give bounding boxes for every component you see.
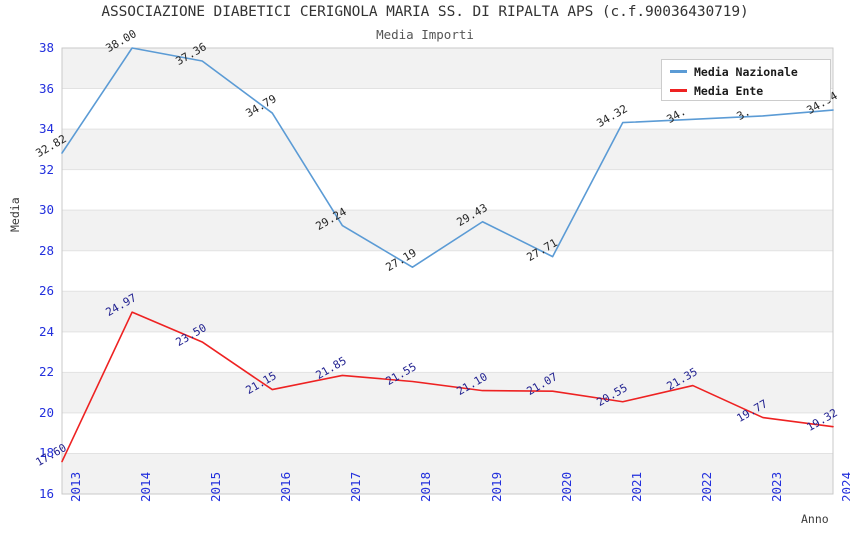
- x-axis-tick: 2019: [488, 471, 504, 502]
- y-axis-tick: 38: [38, 40, 54, 55]
- x-axis-label: Anno: [801, 512, 829, 526]
- x-axis-tick: 2015: [208, 471, 224, 502]
- legend-label-media-ente: Media Ente: [694, 83, 764, 98]
- y-axis-tick: 24: [38, 323, 54, 339]
- x-axis-tick: 2014: [138, 471, 154, 502]
- y-axis-tick: 18: [38, 445, 54, 461]
- x-axis-tick: 2020: [558, 471, 574, 502]
- x-axis-tick: 2022: [698, 471, 714, 502]
- legend-item-media-ente[interactable]: Media Ente: [670, 81, 763, 100]
- legend-swatch-media-ente: [670, 89, 687, 92]
- chart-legend: Media Nazionale Media Ente: [661, 59, 831, 101]
- y-axis-tick: 26: [38, 283, 54, 299]
- y-axis-tick: 22: [38, 364, 54, 380]
- y-axis-tick: 36: [38, 80, 54, 96]
- x-axis-tick: 2013: [68, 471, 83, 502]
- chart-title: ASSOCIAZIONE DIABETICI CERIGNOLA MARIA S…: [101, 4, 749, 20]
- x-axis-tick: 2017: [348, 471, 364, 502]
- y-axis-tick: 32: [38, 161, 54, 177]
- x-axis-tick: 2021: [628, 471, 644, 502]
- y-axis-tick: 30: [38, 202, 54, 218]
- legend-item-media-nazionale[interactable]: Media Nazionale: [670, 62, 798, 81]
- y-axis-tick: 28: [38, 242, 54, 258]
- legend-label-media-nazionale: Media Nazionale: [694, 64, 798, 79]
- y-axis-tick: 34: [38, 121, 54, 137]
- x-axis-tick: 2018: [418, 471, 434, 502]
- y-axis-tick: 16: [38, 486, 54, 501]
- x-axis-tick: 2023: [768, 471, 784, 502]
- x-axis-tick: 2024: [839, 471, 850, 502]
- x-axis-tick: 2016: [278, 471, 294, 502]
- y-axis-tick: 20: [38, 404, 54, 420]
- legend-swatch-media-nazionale: [670, 70, 687, 73]
- chart-subtitle: Media Importi: [376, 27, 474, 42]
